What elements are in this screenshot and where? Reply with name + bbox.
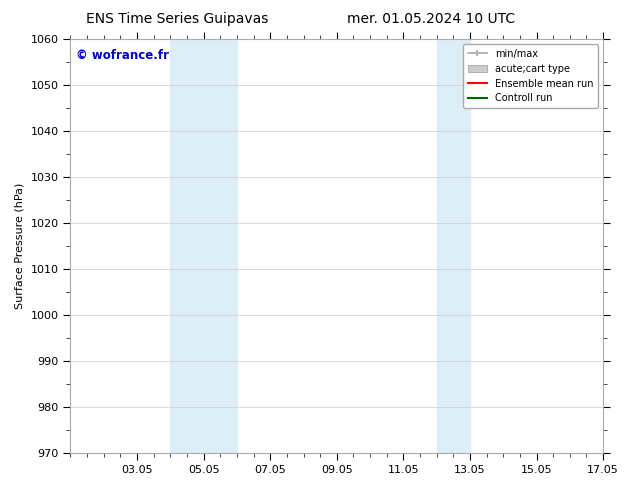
- Bar: [437, 39, 470, 453]
- Text: © wofrance.fr: © wofrance.fr: [76, 49, 169, 62]
- Bar: [171, 39, 237, 453]
- Text: ENS Time Series Guipavas: ENS Time Series Guipavas: [86, 12, 269, 26]
- Text: mer. 01.05.2024 10 UTC: mer. 01.05.2024 10 UTC: [347, 12, 515, 26]
- Y-axis label: Surface Pressure (hPa): Surface Pressure (hPa): [15, 183, 25, 309]
- Legend: min/max, acute;cart type, Ensemble mean run, Controll run: min/max, acute;cart type, Ensemble mean …: [463, 44, 598, 108]
